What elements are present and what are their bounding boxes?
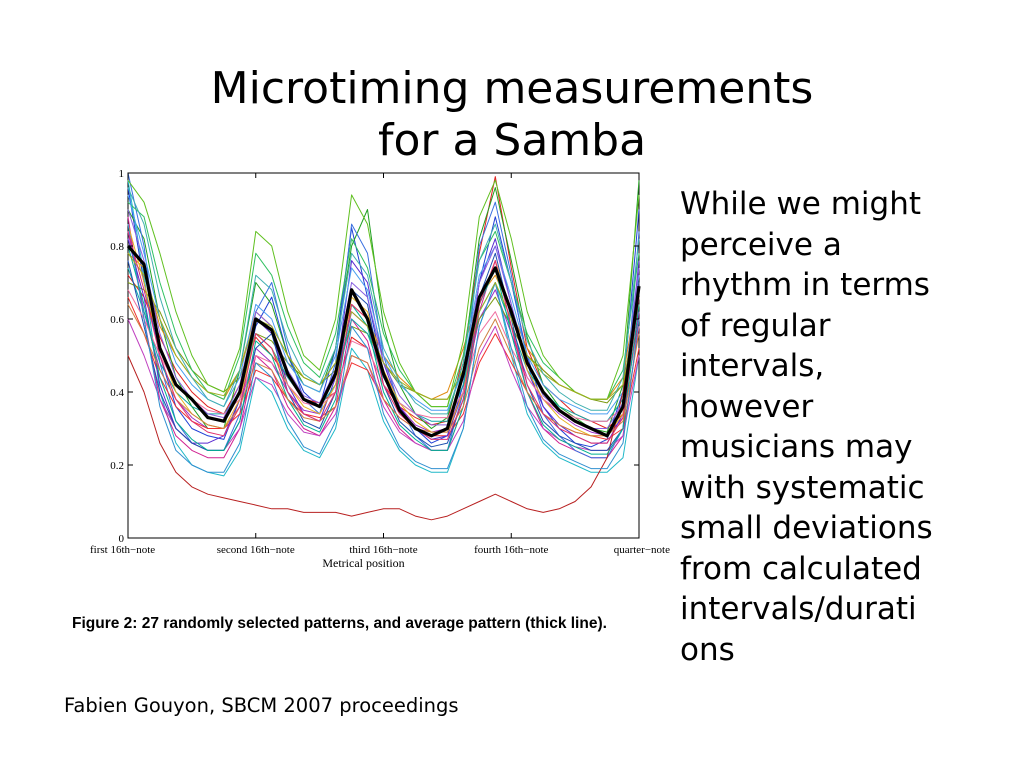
microtiming-figure: 0 0.2 0.4 0.6 0.8 1 first 16th−note second 16th… xyxy=(72,160,672,640)
series-line-27 xyxy=(127,187,640,415)
x-axis-label: Metrical position xyxy=(322,556,404,570)
x-tick-label-1: first 16th−note xyxy=(90,544,155,556)
body-line-6: however xyxy=(680,388,814,425)
body-line-12: ons xyxy=(680,631,735,668)
x-tick-label-2: second 16th−note xyxy=(217,544,295,556)
body-line-10: from calculated xyxy=(680,550,922,587)
series-line-23 xyxy=(127,304,640,437)
microtiming-chart: 0 0.2 0.4 0.6 0.8 1 first 16th−note second 16th… xyxy=(90,168,670,570)
body-line-3: rhythm in terms xyxy=(680,267,930,303)
body-line-9: small deviations xyxy=(680,510,933,546)
series-line-21 xyxy=(127,245,640,455)
slide-title-line-1: Microtiming measurements xyxy=(210,63,814,115)
average-pattern-line xyxy=(126,244,641,438)
x-tick-label-5: quarter−note xyxy=(614,544,670,556)
series-line-11 xyxy=(127,201,640,408)
body-line-2: perceive a xyxy=(680,226,842,263)
body-line-4: of regular xyxy=(680,307,831,344)
source-credit: Fabien Gouyon, SBCM 2007 proceedings xyxy=(64,694,459,717)
y-tick-label-1: 0 xyxy=(119,533,125,545)
y-tick-label-6: 1 xyxy=(119,168,125,180)
series-line-5 xyxy=(127,180,640,477)
body-line-8: with systematic xyxy=(680,469,925,506)
x-tick-label-4: fourth 16th−note xyxy=(474,544,548,556)
series-line-24 xyxy=(127,224,640,473)
slide-title: Microtiming measurements for a Samba xyxy=(0,63,1024,167)
figure-caption: Figure 2: 27 randomly selected patterns,… xyxy=(72,615,607,632)
series-line-26 xyxy=(127,231,640,444)
body-line-11: intervals/durati xyxy=(680,591,917,627)
body-line-1: While we might xyxy=(680,186,922,222)
series-line-17 xyxy=(127,282,640,521)
body-text: While we might perceive a rhythm in term… xyxy=(680,184,980,670)
y-tick-label-3: 0.4 xyxy=(110,387,124,399)
series-line-18 xyxy=(127,179,640,408)
series-line-25 xyxy=(127,253,640,400)
x-tick-label-3: third 16th−note xyxy=(349,544,417,556)
y-tick-label-2: 0.2 xyxy=(110,460,124,472)
body-line-5: intervals, xyxy=(680,348,825,384)
slide-title-line-2: for a Samba xyxy=(377,115,647,167)
y-tick-label-4: 0.6 xyxy=(110,314,124,326)
y-tick-label-5: 0.8 xyxy=(110,241,124,253)
body-line-7: musicians may xyxy=(680,429,913,465)
